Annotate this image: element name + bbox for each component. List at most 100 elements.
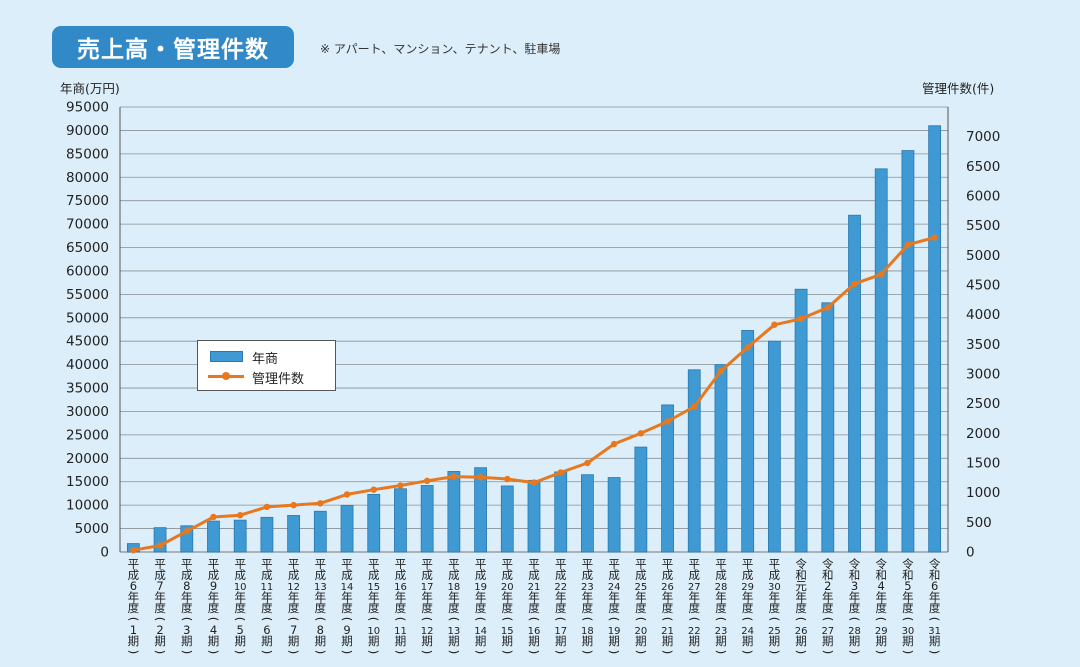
x-tick-label: 令	[875, 557, 887, 571]
bar-sales	[821, 302, 835, 553]
x-tick-label: 令	[902, 557, 914, 571]
x-tick-label: 平	[368, 557, 380, 571]
x-tick-label: 26	[661, 582, 674, 593]
x-tick-label: 期	[448, 634, 460, 648]
x-tick-label: 年	[234, 590, 246, 604]
x-tick-label: 25	[634, 582, 647, 593]
x-tick-label: 期	[368, 634, 380, 648]
x-tick-label: 期	[208, 634, 220, 648]
bar-sales	[607, 477, 621, 553]
point-management-count	[717, 367, 725, 375]
chart-title: 売上高・管理件数	[52, 26, 294, 68]
x-tick-label: 年	[715, 590, 727, 604]
x-tick-label: 平	[154, 557, 166, 571]
x-tick-label: 期	[288, 634, 300, 648]
x-tick-label: )	[393, 650, 407, 655]
x-tick-label: 年	[528, 590, 540, 604]
x-tick-label: 年	[181, 590, 193, 604]
x-tick-label: (	[367, 617, 381, 622]
x-tick-label: 期	[715, 634, 727, 648]
x-tick-label: 年	[742, 590, 754, 604]
x-tick-label: 4	[878, 579, 885, 593]
x-tick-label: )	[928, 650, 942, 655]
bar-sales	[794, 288, 808, 553]
bar-sales	[848, 214, 861, 553]
x-tick-label: 成	[128, 568, 140, 582]
bar-sales	[741, 330, 755, 553]
legend-item-sales: 年商	[198, 346, 335, 367]
x-tick-label: 年	[315, 590, 327, 604]
point-management-count	[904, 241, 912, 248]
x-tick-label: 度	[795, 601, 807, 615]
x-tick-label: 17	[421, 582, 434, 593]
x-tick-label: 成	[555, 568, 567, 582]
bar-sales	[394, 488, 407, 553]
x-tick-label: (	[848, 617, 862, 622]
x-tick-label: 度	[181, 601, 193, 615]
x-tick-label: 期	[528, 634, 540, 648]
x-tick-label: 17	[554, 626, 567, 637]
point-management-count	[236, 512, 244, 519]
x-tick-label: 度	[582, 601, 594, 615]
x-tick-label: 度	[689, 601, 701, 615]
x-tick-label: 度	[875, 601, 887, 615]
y-right-tick-label: 5000	[966, 248, 1000, 264]
x-tick-label: 期	[555, 634, 567, 648]
x-tick-label: (	[180, 617, 194, 622]
y-left-tick-label: 90000	[66, 123, 109, 139]
x-tick-label: 14	[341, 582, 354, 593]
x-tick-label: 期	[154, 634, 166, 648]
x-tick-label: 度	[154, 601, 166, 615]
x-tick-label: 度	[662, 601, 674, 615]
x-tick-label: 年	[795, 590, 807, 604]
x-tick-label: 29	[741, 582, 754, 593]
x-tick-label: 成	[502, 568, 514, 582]
x-tick-label: 令	[795, 557, 807, 571]
x-tick-label: 度	[635, 601, 647, 615]
x-tick-label: )	[687, 650, 701, 655]
x-tick-label: 2	[824, 579, 831, 593]
x-tick-label: 年	[368, 590, 380, 604]
x-tick-label: 度	[769, 601, 781, 615]
x-tick-label: 23	[581, 582, 594, 593]
x-tick-label: 年	[875, 590, 887, 604]
x-tick-label: )	[874, 650, 888, 655]
point-management-count	[771, 321, 778, 328]
x-tick-label: 期	[475, 634, 487, 648]
x-tick-label: 度	[395, 601, 407, 615]
x-tick-label: 期	[635, 634, 647, 648]
x-tick-label: 期	[769, 634, 781, 648]
legend-bar-swatch	[210, 351, 243, 362]
x-tick-label: 25	[768, 626, 781, 637]
x-tick-label: (	[607, 617, 621, 622]
x-tick-label: 期	[261, 634, 273, 648]
x-tick-label: 和	[822, 568, 834, 582]
x-tick-label: 平	[421, 557, 433, 571]
y-right-tick-label: 4000	[966, 307, 1000, 323]
x-tick-label: (	[661, 617, 675, 622]
x-tick-label: 期	[795, 634, 807, 648]
point-management-count	[397, 482, 404, 489]
y-left-tick-label: 85000	[66, 146, 109, 162]
point-management-count	[610, 440, 618, 448]
x-tick-label: 平	[315, 557, 327, 571]
point-management-count	[664, 418, 671, 425]
x-tick-label: )	[313, 650, 327, 655]
x-tick-label: 30	[768, 582, 781, 593]
x-tick-label: (	[821, 617, 835, 622]
x-tick-label: 度	[261, 601, 273, 615]
x-tick-label: )	[180, 650, 194, 655]
x-tick-label: (	[260, 617, 274, 622]
x-tick-label: 平	[555, 557, 567, 571]
y-left-tick-label: 45000	[66, 334, 109, 350]
x-tick-label: 期	[341, 634, 353, 648]
x-tick-label: 年	[154, 590, 166, 604]
x-tick-label: (	[500, 617, 514, 622]
x-tick-label: 度	[368, 601, 380, 615]
x-tick-label: (	[714, 617, 728, 622]
x-tick-label: )	[901, 650, 915, 655]
point-management-count	[343, 491, 351, 498]
x-tick-label: 平	[208, 557, 220, 571]
x-tick-label: )	[340, 650, 354, 655]
x-tick-label: 年	[849, 590, 861, 604]
